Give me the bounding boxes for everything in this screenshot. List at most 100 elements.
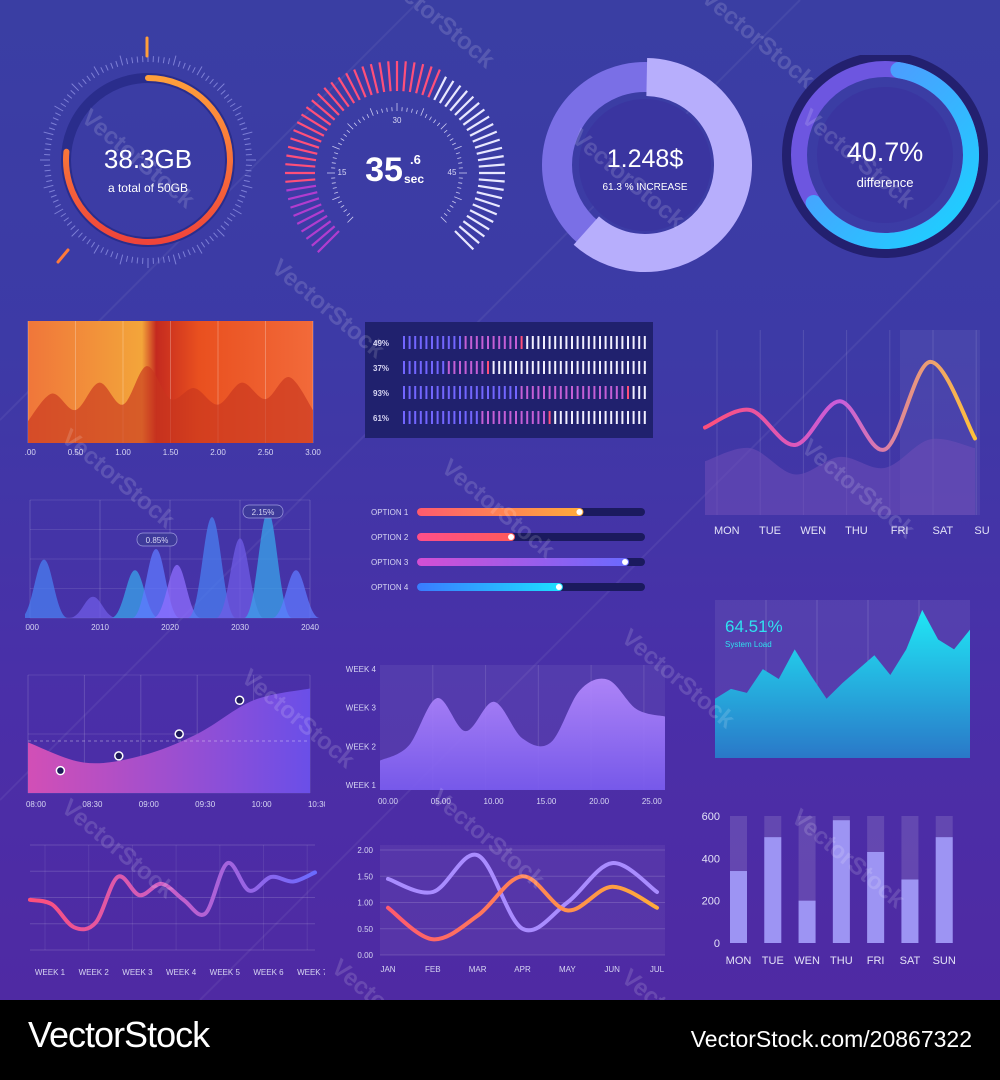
percent-tick	[509, 411, 512, 424]
percent-tick	[436, 336, 439, 349]
storage-tick	[229, 212, 236, 218]
years-peak	[69, 596, 117, 618]
years-peak	[272, 570, 320, 618]
heat-x-tick: 0.50	[68, 448, 84, 457]
percent-tick	[537, 411, 540, 424]
week-wave-grid	[30, 844, 315, 951]
percent-tick	[520, 386, 523, 399]
timer-inner-tick	[347, 216, 354, 223]
percent-tick	[470, 336, 473, 349]
timer-inner-tick	[452, 200, 456, 204]
time-area-x-tick: 08:00	[26, 800, 47, 809]
percent-tick	[492, 361, 495, 374]
month-line-y-ticks: 0.00 0.50 1.00 1.50 2.00	[357, 846, 373, 960]
percent-tick	[470, 411, 473, 424]
option-knob	[622, 559, 629, 565]
percent-tick	[487, 336, 489, 349]
timer-tick-mark	[466, 115, 490, 132]
storage-tick	[119, 254, 124, 265]
percent-tick	[459, 361, 461, 374]
years-area-chart: 2.15% 0.85% 2000 2010 2020 2030 2040	[25, 499, 320, 632]
storage-tick	[52, 199, 59, 203]
percent-tick	[604, 411, 607, 424]
percent-tick	[526, 386, 529, 399]
percent-tick	[447, 336, 450, 349]
timer-tick-mark	[454, 95, 475, 116]
month-line-x-ticks: JAN FEB MAR APR MAY JUN JUL	[380, 965, 664, 974]
percent-tick	[593, 411, 596, 424]
years-annotation-2: 0.85%	[146, 536, 169, 545]
option-label: OPTION 4	[371, 583, 409, 592]
timer-tick-mark	[477, 155, 504, 162]
watermark-text: VectorStock	[616, 964, 740, 1000]
percent-tick	[632, 336, 635, 349]
years-peak	[153, 564, 201, 618]
storage-tick	[45, 174, 52, 177]
timer-inner-tick	[457, 157, 462, 159]
week-wave-x-tick: WEEK 5	[210, 968, 241, 977]
storage-tick	[239, 194, 246, 198]
storage-tick	[220, 90, 226, 95]
percent-tick	[414, 336, 417, 349]
storage-tick	[70, 90, 76, 95]
percent-tick	[475, 386, 478, 399]
percent-tick	[554, 386, 557, 399]
percent-tick	[408, 336, 411, 349]
revenue-donut-center	[579, 99, 711, 231]
percent-tick	[621, 411, 624, 424]
percent-tick	[509, 361, 512, 374]
percent-tick	[459, 386, 461, 399]
heat-x-tick: 1.00	[115, 448, 131, 457]
percent-tick	[621, 361, 624, 374]
percent-tick	[515, 411, 517, 424]
percent-tick	[610, 336, 613, 349]
storage-tick	[177, 253, 181, 260]
storage-tick	[115, 60, 119, 67]
percent-row-label: 61%	[373, 414, 389, 423]
day-bar-x-tick: MON	[726, 955, 752, 967]
watermark-text: VectorStock	[786, 804, 910, 914]
storage-tick	[241, 127, 248, 131]
timer-tick-mark	[317, 230, 340, 253]
week-line-series	[703, 359, 977, 452]
percent-tick	[408, 411, 411, 424]
percent-tick	[621, 386, 624, 399]
percent-bars-rows: 49% 37% 93% 61%	[373, 336, 646, 424]
options-rows: OPTION 1 OPTION 2 OPTION 3 OPTION 4	[371, 508, 645, 592]
week-line-area	[705, 438, 975, 515]
timer-inner-tick	[386, 107, 388, 112]
month-line-y-tick: 1.50	[357, 872, 373, 881]
storage-tick	[54, 105, 64, 112]
option-fill	[417, 558, 630, 566]
percent-tick	[627, 411, 629, 424]
percent-tick	[442, 361, 445, 374]
storage-tick	[243, 179, 250, 183]
storage-gauge: 38.3GB a total of 50GB	[40, 36, 256, 268]
percent-tick	[408, 386, 411, 399]
day-bar	[935, 837, 953, 943]
percent-tick	[475, 411, 478, 424]
percent-tick	[526, 361, 529, 374]
difference-value: 40.7%	[847, 137, 924, 167]
percent-tick	[531, 411, 534, 424]
percent-tick	[571, 336, 573, 349]
timer-tick-mark	[449, 90, 468, 112]
percent-tick	[537, 336, 540, 349]
percent-tick	[431, 411, 433, 424]
month-line-series-2	[386, 874, 659, 942]
timer-tick-mark	[293, 203, 322, 217]
storage-tick	[78, 232, 83, 238]
percent-tick	[604, 336, 607, 349]
percent-tick	[599, 361, 601, 374]
week-line-x-tick: SUN	[974, 525, 990, 537]
percent-tick	[571, 386, 573, 399]
percent-tick	[565, 336, 568, 349]
storage-tick	[167, 58, 171, 65]
day-bar-x-tick: FRI	[867, 955, 885, 967]
percent-tick	[520, 411, 523, 424]
percent-tick	[481, 411, 484, 424]
percent-tick	[403, 336, 405, 349]
storage-tick	[200, 241, 206, 248]
week-line-x-tick: FRI	[891, 525, 909, 537]
timer-tick-mark	[478, 163, 505, 168]
